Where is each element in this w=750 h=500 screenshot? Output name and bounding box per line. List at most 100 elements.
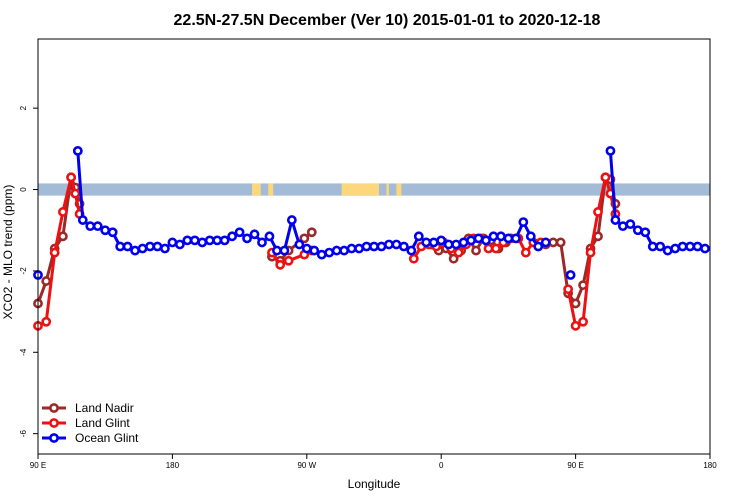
- data-point-ocean-glint: [130, 245, 140, 256]
- data-point-ocean-glint: [391, 239, 402, 250]
- legend-marker: [49, 403, 59, 413]
- data-point-land-glint: [41, 316, 52, 327]
- y-tick-label: -4: [19, 348, 28, 356]
- legend-marker: [49, 418, 59, 428]
- data-point-ocean-glint: [647, 241, 658, 252]
- series-line-ocean-glint: [608, 150, 706, 253]
- data-point-land-nadir: [57, 231, 68, 242]
- data-point-ocean-glint: [640, 227, 651, 238]
- x-tick-label: 180: [703, 461, 717, 470]
- land-segment: [252, 183, 261, 196]
- data-point-ocean-glint: [481, 235, 491, 246]
- y-axis: 2 0 -2 -4 -6: [19, 105, 38, 437]
- data-point-ocean-glint: [413, 231, 424, 242]
- data-point-ocean-glint: [700, 243, 710, 254]
- data-point-ocean-glint: [346, 243, 357, 254]
- legend-item-land-glint: Land Glint: [42, 416, 130, 430]
- land-segment: [386, 183, 389, 196]
- data-point-ocean-glint: [662, 245, 673, 256]
- data-point-land-nadir: [448, 253, 459, 264]
- data-point-ocean-glint: [473, 233, 484, 244]
- data-point-ocean-glint: [227, 231, 238, 242]
- data-point-ocean-glint: [339, 245, 350, 256]
- data-point-ocean-glint: [107, 227, 118, 238]
- legend-label: Land Nadir: [75, 401, 134, 415]
- legend-label: Land Glint: [75, 416, 130, 430]
- land-segment: [341, 183, 379, 196]
- data-point-ocean-glint: [632, 225, 643, 236]
- data-point-ocean-glint: [496, 231, 506, 242]
- data-point-ocean-glint: [376, 241, 387, 252]
- data-point-ocean-glint: [605, 145, 616, 156]
- data-point-ocean-glint: [115, 241, 126, 252]
- data-point-ocean-glint: [279, 245, 290, 256]
- data-point-ocean-glint: [361, 241, 372, 252]
- data-point-ocean-glint: [160, 243, 170, 254]
- data-point-ocean-glint: [152, 241, 163, 252]
- data-point-ocean-glint: [182, 235, 193, 246]
- data-point-ocean-glint: [122, 241, 133, 252]
- data-point-ocean-glint: [451, 239, 462, 250]
- data-point-ocean-glint: [670, 243, 681, 254]
- data-point-land-glint: [600, 172, 611, 183]
- data-point-ocean-glint: [525, 231, 536, 242]
- data-point-ocean-glint: [488, 231, 499, 242]
- data-point-ocean-glint: [174, 239, 185, 250]
- data-point-ocean-glint: [533, 241, 544, 252]
- data-point-land-glint: [593, 207, 603, 217]
- data-point-ocean-glint: [145, 241, 155, 252]
- data-point-ocean-glint: [692, 241, 703, 252]
- data-point-ocean-glint: [384, 239, 394, 250]
- data-point-land-nadir: [41, 276, 52, 286]
- data-point-ocean-glint: [309, 245, 320, 256]
- data-point-ocean-glint: [610, 215, 621, 225]
- series-ocean-glint: [33, 145, 710, 280]
- data-point-ocean-glint: [272, 245, 282, 256]
- data-point-ocean-glint: [167, 237, 178, 248]
- data-point-ocean-glint: [458, 237, 469, 248]
- x-tick-label: 90 E: [30, 461, 46, 470]
- data-point-ocean-glint: [294, 239, 305, 250]
- data-point-land-glint: [570, 320, 581, 331]
- data-point-ocean-glint: [197, 237, 208, 248]
- data-point-ocean-glint: [249, 229, 260, 240]
- data-point-ocean-glint: [242, 233, 252, 244]
- data-point-ocean-glint: [398, 241, 409, 252]
- x-tick-label: 180: [166, 461, 180, 470]
- data-point-land-glint: [520, 247, 531, 258]
- data-point-land-glint: [585, 247, 596, 258]
- chart-title: 22.5N-27.5N December (Ver 10) 2015-01-01…: [174, 12, 601, 29]
- x-axis-label: Longitude: [348, 477, 401, 491]
- data-point-ocean-glint: [503, 233, 514, 244]
- data-point-ocean-glint: [100, 225, 111, 236]
- land-segment: [268, 183, 274, 196]
- data-point-land-glint: [70, 188, 81, 199]
- data-point-land-nadir: [555, 237, 566, 248]
- data-point-ocean-glint: [85, 221, 96, 232]
- data-point-land-nadir: [570, 298, 581, 309]
- data-point-ocean-glint: [625, 219, 636, 230]
- data-point-land-glint: [57, 207, 68, 217]
- data-point-ocean-glint: [655, 241, 666, 252]
- data-point-land-glint: [578, 316, 588, 327]
- data-point-land-nadir: [471, 245, 481, 256]
- data-point-ocean-glint: [286, 215, 297, 225]
- data-point-ocean-glint: [466, 235, 476, 246]
- legend-label: Ocean Glint: [75, 431, 139, 445]
- data-point-ocean-glint: [257, 237, 267, 248]
- x-tick-label: 0: [439, 461, 444, 470]
- data-point-ocean-glint: [540, 237, 551, 248]
- data-point-ocean-glint: [677, 241, 688, 252]
- legend-item-ocean-glint: Ocean Glint: [42, 431, 139, 445]
- data-point-ocean-glint: [137, 243, 148, 254]
- data-point-ocean-glint: [436, 235, 447, 246]
- data-point-ocean-glint: [77, 215, 88, 225]
- data-point-ocean-glint: [406, 245, 417, 256]
- data-point-land-glint: [66, 172, 77, 183]
- data-point-land-glint: [563, 284, 574, 295]
- data-point-land-glint: [408, 253, 419, 264]
- data-point-ocean-glint: [354, 243, 364, 254]
- data-point-ocean-glint: [212, 235, 223, 246]
